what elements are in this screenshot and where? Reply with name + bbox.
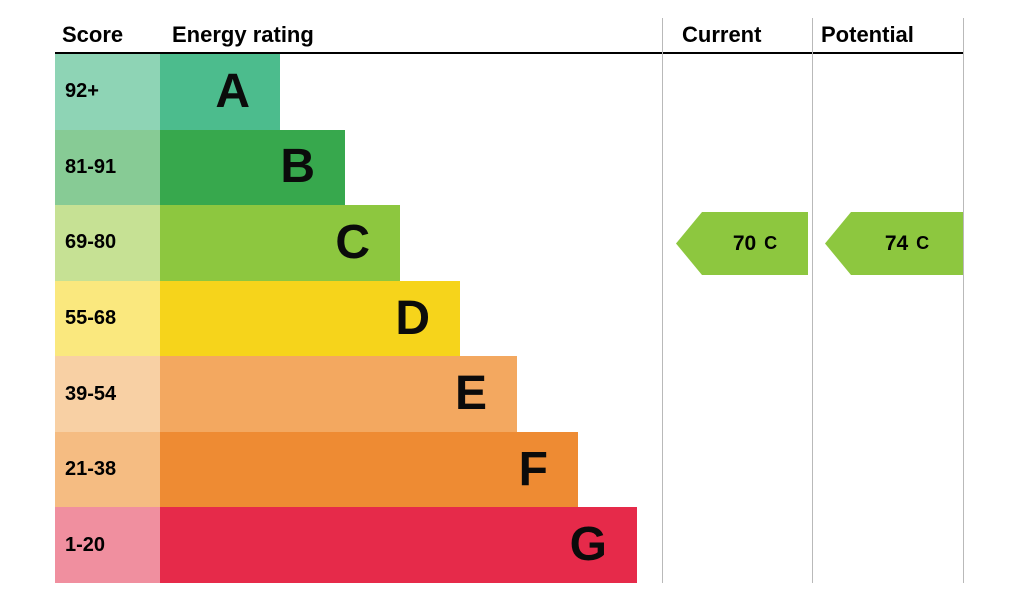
rating-bands: 92+ A 81-91 B 69-80 C 55-68 D 39-54 E 21… (55, 54, 637, 584)
band-score-cell: 92+ (55, 54, 160, 130)
energy-rating-column-header: Energy rating (172, 22, 314, 47)
current-rating-arrow: 70 C (676, 212, 808, 275)
score-column-header: Score (62, 22, 124, 47)
current-rating-letter: C (764, 233, 778, 253)
band-row-e: 39-54 E (55, 356, 637, 432)
band-bar: F (160, 431, 578, 508)
band-bar: B (160, 129, 345, 206)
header-underline (55, 52, 963, 54)
band-row-a: 92+ A (55, 54, 637, 130)
current-rating-value: 70 (732, 231, 757, 255)
band-row-b: 81-91 B (55, 129, 637, 206)
band-score-cell: 69-80 (55, 205, 160, 281)
band-row-g: 1-20 G (55, 507, 637, 584)
band-row-c: 69-80 C (55, 205, 637, 281)
potential-rating-arrow: 74 C (825, 212, 963, 275)
band-bar: E (160, 356, 517, 432)
band-score-cell: 21-38 (55, 431, 160, 508)
band-score-cell: 39-54 (55, 356, 160, 432)
potential-column-header: Potential (821, 22, 914, 47)
band-bar: A (160, 54, 280, 130)
band-score-cell: 1-20 (55, 507, 160, 584)
band-row-d: 55-68 D (55, 280, 637, 357)
column-divider (662, 18, 663, 583)
current-column-header: Current (682, 22, 762, 47)
band-row-f: 21-38 F (55, 431, 637, 508)
band-bar: D (160, 280, 460, 357)
band-bar: G (160, 507, 637, 584)
band-score-cell: 55-68 (55, 280, 160, 357)
potential-rating-letter: C (916, 233, 930, 253)
column-divider (963, 18, 964, 583)
band-bar: C (160, 205, 400, 281)
column-divider (812, 18, 813, 583)
band-score-cell: 81-91 (55, 129, 160, 206)
potential-rating-value: 74 (884, 231, 909, 255)
